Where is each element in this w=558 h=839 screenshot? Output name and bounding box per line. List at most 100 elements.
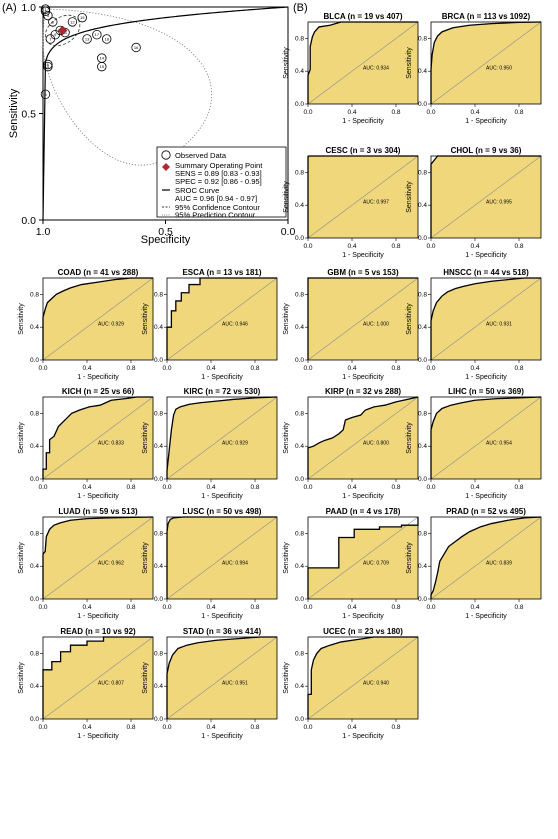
observed-point: 4 [43,61,53,72]
y-tick-label: 0.8 [295,291,304,298]
legend-spec-label: SPEC = 0.92 [0.86 - 0.95] [175,177,262,186]
x-axis-label: 1 - Specificity [201,613,243,620]
roc-subplot: LUAD (n = 59 vs 513) AUC: 0.962 0.00.0 0.4 0… [18,507,154,620]
roc-chance-line [430,396,542,480]
y-tick-label: 0.8 [30,530,39,537]
observed-point-circle [43,59,53,70]
y-axis-label: Sensitivity [142,542,149,574]
roc-subplot: CHOL (n = 9 vs 36) AUC: 0.995 0.00.0 0.4 0.4… [406,146,542,259]
roc-auc-label: AUC: 0.962 [98,561,124,567]
y-tick-label: 0.8 [418,35,427,42]
roc-curve [430,277,541,360]
observed-point-label: 9 [54,32,57,37]
y-tick-label: 0.8 [154,530,163,537]
x-tick-label: 0.0 [426,109,435,116]
x-axis-label: 1 - Specificity [465,493,507,500]
roc-chance-line [166,277,278,361]
roc-curve [307,636,418,719]
x-axis-label: 1 - Specificity [77,374,119,381]
y-axis-label: Sensitivity [283,422,290,454]
observed-point-circle [92,29,102,40]
roc-curve [430,516,542,599]
x-tick-label: 0.4 [206,604,215,611]
roc-subplot: KICH (n = 25 vs 66) AUC: 0.833 0.00.0 0.4 0.… [18,387,154,500]
x-tick-label: 0.4 [347,109,356,116]
roc-subplot: BLCA (n = 19 vs 407) AUC: 0.934 0.00.0 0.4 0… [283,12,419,125]
roc-subplot: HNSCC (n = 44 vs 518) AUC: 0.931 0.00.0 0.4… [406,268,542,381]
roc-subplot-title: PAAD (n = 4 vs 178) [326,507,401,516]
x-tick-label: 0.0 [303,604,312,611]
roc-grid: BLCA (n = 19 vs 407)AUC: 0.9340.00.00.40… [18,12,542,740]
observed-point-circle [131,42,141,53]
roc-subplot-title: BRCA (n = 113 vs 1092) [442,12,531,21]
y-axis-label: Sensitivity [8,88,20,138]
y-axis-label: Sensitivity [283,181,290,213]
x-tick-label: 0.4 [347,365,356,372]
observed-point: 16 [131,42,141,53]
x-axis-label: 1 - Specificity [465,374,507,381]
y-tick-label: 0.4 [295,202,304,209]
x-tick-label: 0.4 [347,243,356,250]
roc-subplot-title: READ (n = 10 vs 92) [60,627,136,636]
y-tick-label: 0.4 [154,683,163,690]
x-tick-label: 0.4 [470,109,479,116]
x-axis-label: 1 - Specificity [342,733,384,740]
legend-auc-label: AUC = 0.96 [0.94 - 0.97] [175,194,257,203]
summary-point-marker [57,25,68,36]
x-tick-label: 0.0 [162,484,171,491]
roc-chance-line [307,21,419,105]
x-tick-label: 0.8 [391,604,400,611]
x-tick-label: 0.4 [206,724,215,731]
sroc-panel: 123456789101112131415161718190.00.51.01.… [8,2,295,246]
x-tick-label: 0.0 [281,226,296,238]
x-tick-label: 0.4 [347,484,356,491]
observed-point: 19 [77,12,87,23]
observed-point-label: 14 [100,56,105,61]
x-tick-label: 0.0 [426,365,435,372]
roc-subplot: COAD (n = 41 vs 288) AUC: 0.929 0.00.0 0.4 0… [18,268,154,381]
y-tick-label: 0.0 [154,596,163,603]
y-tick-label: 0.0 [154,357,163,364]
roc-chance-line [42,396,154,480]
y-tick-label: 0.8 [418,169,427,176]
observed-point: 18 [101,34,112,44]
y-tick-label: 0.0 [21,215,36,227]
y-tick-label: 0.4 [154,324,163,331]
roc-auc-label: AUC: 0.954 [486,441,512,447]
x-tick-label: 0.8 [391,724,400,731]
x-tick-label: 0.8 [514,243,523,250]
roc-chance-line [42,277,154,361]
y-tick-label: 0.5 [21,109,36,121]
y-tick-label: 0.4 [30,683,39,690]
roc-plot-frame [166,516,278,600]
y-tick-label: 0.0 [30,596,39,603]
observed-point-label: 15 [100,64,105,69]
x-tick-label: 0.0 [162,724,171,731]
roc-subplot-title: CHOL (n = 9 vs 36) [451,146,522,155]
x-tick-label: 0.4 [470,365,479,372]
observed-point: 13 [82,34,92,44]
roc-chance-line [42,636,154,720]
roc-auc-label: AUC: 0.994 [222,561,248,567]
x-tick-label: 0.8 [250,365,259,372]
y-axis-label: Sensitivity [406,422,413,454]
roc-subplot-title: COAD (n = 41 vs 288) [58,268,139,277]
y-tick-label: 0.8 [30,650,39,657]
observed-point: 8 [48,17,58,27]
panel-b-label: (B) [293,2,308,14]
roc-subplot: ESCA (n = 13 vs 181) AUC: 0.946 0.00.0 0.4 0… [142,268,278,381]
y-axis-label: Sensitivity [18,422,25,454]
y-tick-label: 0.4 [30,563,39,570]
x-tick-label: 0.8 [391,243,400,250]
observed-point-circle [40,4,51,14]
roc-subplot: STAD (n = 36 vs 414) AUC: 0.951 0.00.0 0.4 0… [142,627,278,740]
x-tick-label: 0.0 [426,243,435,250]
observed-point-label: 12 [70,19,75,24]
y-tick-label: 0.8 [418,291,427,298]
x-tick-label: 0.0 [162,604,171,611]
legend-confidence-label: 95% Confidence Contour [175,203,260,212]
roc-chance-line [307,396,419,480]
legend-box [156,146,287,218]
roc-subplot: READ (n = 10 vs 92) AUC: 0.807 0.00.0 0.4 0.… [18,627,154,740]
